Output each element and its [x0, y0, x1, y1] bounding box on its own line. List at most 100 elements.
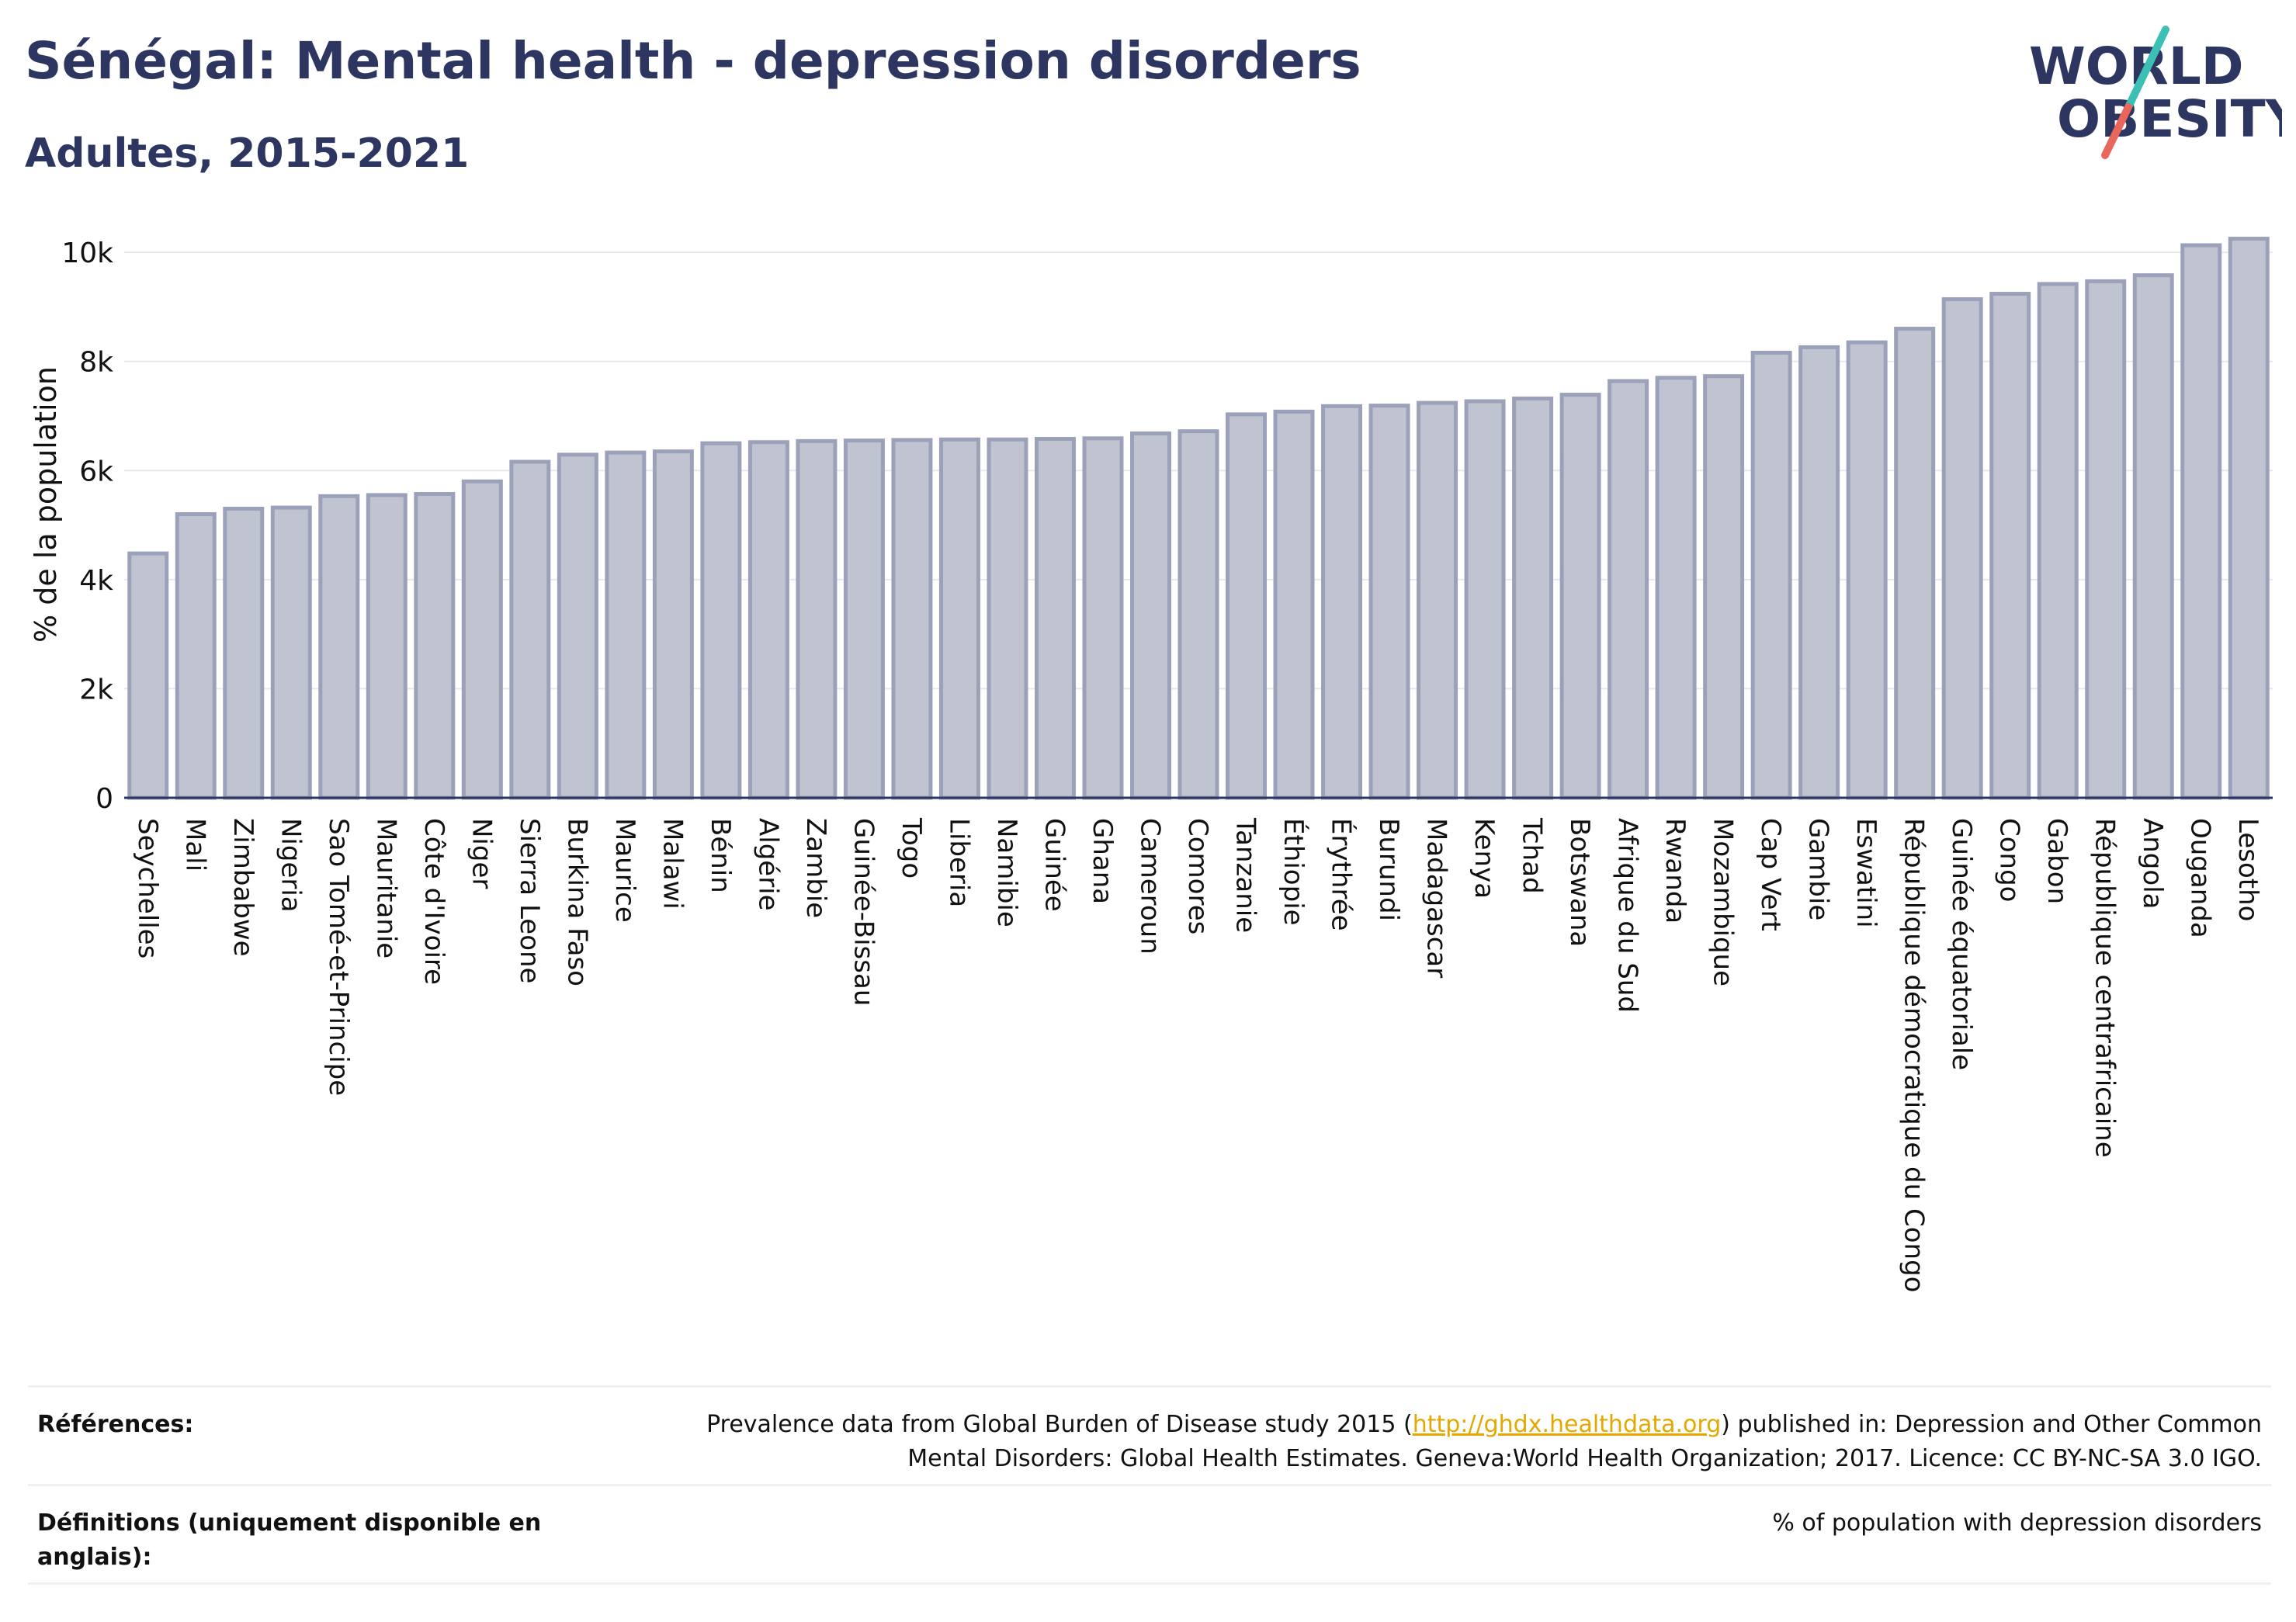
bar-30[interactable]	[1559, 393, 1601, 800]
bar-28[interactable]	[1464, 399, 1506, 800]
references-text-before: Prevalence data from Global Burden of Di…	[706, 1411, 1413, 1438]
bar-18[interactable]	[987, 437, 1028, 800]
y-tick-label: 10k	[61, 237, 113, 269]
bar-20[interactable]	[1082, 436, 1124, 800]
bar-16[interactable]	[891, 438, 933, 800]
bar-23[interactable]	[1226, 412, 1268, 800]
references-link[interactable]: http://ghdx.healthdata.org	[1412, 1411, 1722, 1438]
x-tick-label: Congo	[1994, 818, 2025, 902]
bar-21[interactable]	[1129, 431, 1171, 800]
bar-10[interactable]	[605, 450, 647, 800]
x-tick-label: Zambie	[800, 818, 831, 918]
bar-33[interactable]	[1703, 374, 1745, 800]
chart-subtitle: Adultes, 2015-2021	[25, 130, 470, 177]
x-tick-label: Gambie	[1803, 818, 1834, 920]
bar-7[interactable]	[461, 479, 503, 800]
bar-34[interactable]	[1750, 350, 1792, 800]
x-tick-label: Mozambique	[1708, 818, 1739, 986]
references-row: Références: Prevalence data from Global …	[28, 1385, 2271, 1484]
bar-42[interactable]	[2132, 273, 2174, 800]
bar-26[interactable]	[1368, 404, 1410, 800]
bar-43[interactable]	[2180, 243, 2222, 800]
bar-12[interactable]	[700, 441, 742, 800]
bar-31[interactable]	[1608, 379, 1649, 800]
bar-8[interactable]	[509, 459, 551, 800]
bar-24[interactable]	[1273, 409, 1315, 800]
y-axis-ticks: 0 2k 4k 6k 8k 10k	[61, 237, 113, 815]
x-tick-label: Burkina Faso	[561, 818, 592, 986]
bar-4[interactable]	[318, 494, 360, 800]
bar-0[interactable]	[127, 551, 169, 800]
x-tick-label: Guinée	[1039, 818, 1070, 912]
bar-32[interactable]	[1655, 376, 1697, 800]
references-text: Prevalence data from Global Burden of Di…	[632, 1408, 2262, 1476]
bar-14[interactable]	[796, 438, 838, 800]
bar-17[interactable]	[938, 437, 980, 800]
bar-27[interactable]	[1417, 400, 1458, 800]
bar-19[interactable]	[1034, 437, 1076, 800]
x-tick-label: République centrafricaine	[2090, 818, 2121, 1158]
bar-1[interactable]	[175, 512, 217, 800]
chart-title: Sénégal: Mental health - depression diso…	[25, 31, 1361, 91]
x-tick-label: Angola	[2137, 818, 2168, 909]
x-tick-label: Rwanda	[1660, 818, 1691, 924]
references-panel: Références: Prevalence data from Global …	[28, 1385, 2271, 1585]
bar-6[interactable]	[414, 492, 456, 800]
bar-13[interactable]	[747, 440, 789, 800]
x-tick-label: Togo	[896, 817, 927, 879]
bar-11[interactable]	[652, 449, 694, 800]
bar-39[interactable]	[1989, 292, 2031, 800]
x-tick-label: Nigeria	[275, 818, 306, 913]
bar-9[interactable]	[557, 452, 598, 800]
x-tick-label: Algérie	[752, 818, 783, 911]
bar-38[interactable]	[1941, 297, 1983, 800]
x-tick-label: Madagascar	[1421, 818, 1452, 978]
x-tick-label: Seychelles	[132, 818, 163, 958]
x-tick-label: Mali	[179, 818, 210, 872]
x-tick-label: Maurice	[609, 818, 640, 923]
x-axis-ticks: Seychelles Mali Zimbabwe Nigeria Sao Tomé-et…	[132, 817, 2263, 1292]
y-tick-label: 8k	[79, 347, 113, 379]
x-tick-label: Guinée-Bissau	[848, 818, 879, 1006]
bar-22[interactable]	[1177, 429, 1219, 800]
y-tick-label: 0	[95, 783, 113, 815]
bar-44[interactable]	[2228, 237, 2270, 800]
x-tick-label: Malawi	[657, 818, 688, 910]
bar-40[interactable]	[2037, 282, 2079, 800]
x-tick-label: Ghana	[1087, 818, 1118, 904]
logo-slash-bottom	[2101, 103, 2132, 159]
x-tick-label: Zimbabwe	[227, 818, 258, 957]
bar-2[interactable]	[223, 506, 265, 800]
bar-3[interactable]	[270, 505, 312, 800]
bar-41[interactable]	[2085, 279, 2127, 800]
x-tick-label: Botswana	[1564, 818, 1595, 947]
bar-29[interactable]	[1512, 397, 1554, 800]
x-tick-label: Burundi	[1373, 818, 1404, 921]
bar-5[interactable]	[366, 493, 408, 800]
x-tick-label: Eswatini	[1850, 818, 1882, 928]
x-tick-label: Mauritanie	[370, 818, 401, 958]
x-tick-label: Liberia	[943, 818, 974, 907]
x-tick-label: Afrique du Sud	[1612, 818, 1643, 1013]
references-text-after: ) published in: Depression and Other Com…	[907, 1411, 2262, 1472]
bar-15[interactable]	[843, 438, 885, 800]
world-obesity-logo: WORLD OBESITY	[2029, 26, 2282, 159]
x-tick-label: Éthiopie	[1278, 818, 1309, 926]
x-tick-label: Ouganda	[2185, 818, 2216, 938]
x-tick-label: Cap Vert	[1755, 818, 1786, 931]
y-tick-label: 4k	[79, 565, 113, 597]
x-tick-label: Tanzanie	[1230, 817, 1261, 933]
bar-chart: 0 2k 4k 6k 8k 10k Seychelles Mali Zimbabwe Niger…	[29, 237, 2273, 1292]
bars	[127, 237, 2270, 800]
x-tick-label: Niger	[466, 818, 497, 889]
bar-37[interactable]	[1894, 327, 1936, 800]
x-tick-label: Guinée équatoriale	[1946, 818, 1977, 1070]
definitions-label: Définitions (uniquement disponible en an…	[37, 1509, 542, 1571]
bar-35[interactable]	[1798, 345, 1840, 800]
y-tick-label: 6k	[79, 456, 113, 487]
bar-25[interactable]	[1321, 404, 1363, 800]
x-tick-label: Cameroun	[1134, 818, 1165, 955]
x-tick-label: Érythrée	[1326, 818, 1358, 931]
y-axis-label: % de la population	[29, 366, 63, 643]
bar-36[interactable]	[1846, 340, 1888, 800]
